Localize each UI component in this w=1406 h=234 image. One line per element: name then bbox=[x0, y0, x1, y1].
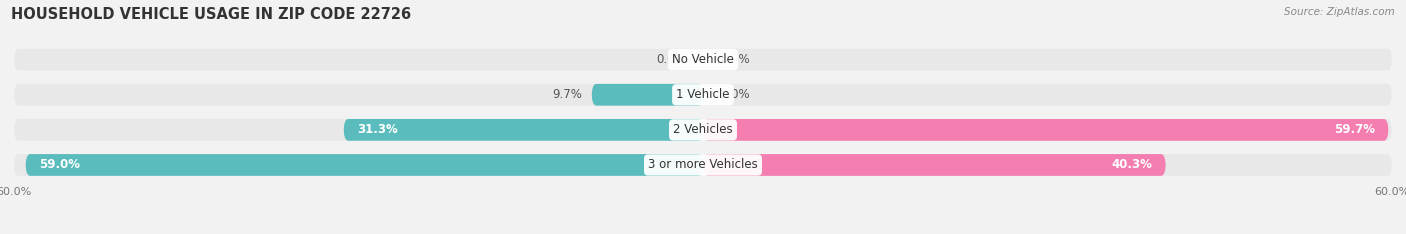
Text: 59.0%: 59.0% bbox=[39, 158, 80, 172]
Text: 40.3%: 40.3% bbox=[1111, 158, 1152, 172]
FancyBboxPatch shape bbox=[343, 119, 703, 141]
FancyBboxPatch shape bbox=[14, 119, 1392, 141]
Text: Source: ZipAtlas.com: Source: ZipAtlas.com bbox=[1284, 7, 1395, 17]
Text: 1 Vehicle: 1 Vehicle bbox=[676, 88, 730, 101]
FancyBboxPatch shape bbox=[14, 84, 1392, 106]
Text: HOUSEHOLD VEHICLE USAGE IN ZIP CODE 22726: HOUSEHOLD VEHICLE USAGE IN ZIP CODE 2272… bbox=[11, 7, 412, 22]
FancyBboxPatch shape bbox=[14, 49, 1392, 70]
Text: 3 or more Vehicles: 3 or more Vehicles bbox=[648, 158, 758, 172]
Text: 0.0%: 0.0% bbox=[720, 88, 749, 101]
Text: 0.0%: 0.0% bbox=[720, 53, 749, 66]
Text: 59.7%: 59.7% bbox=[1334, 123, 1375, 136]
FancyBboxPatch shape bbox=[592, 84, 703, 106]
FancyBboxPatch shape bbox=[14, 154, 1392, 176]
Text: 9.7%: 9.7% bbox=[553, 88, 582, 101]
FancyBboxPatch shape bbox=[703, 119, 1389, 141]
FancyBboxPatch shape bbox=[25, 154, 703, 176]
Text: 2 Vehicles: 2 Vehicles bbox=[673, 123, 733, 136]
FancyBboxPatch shape bbox=[703, 154, 1166, 176]
Text: 31.3%: 31.3% bbox=[357, 123, 398, 136]
Text: No Vehicle: No Vehicle bbox=[672, 53, 734, 66]
Text: 0.0%: 0.0% bbox=[657, 53, 686, 66]
